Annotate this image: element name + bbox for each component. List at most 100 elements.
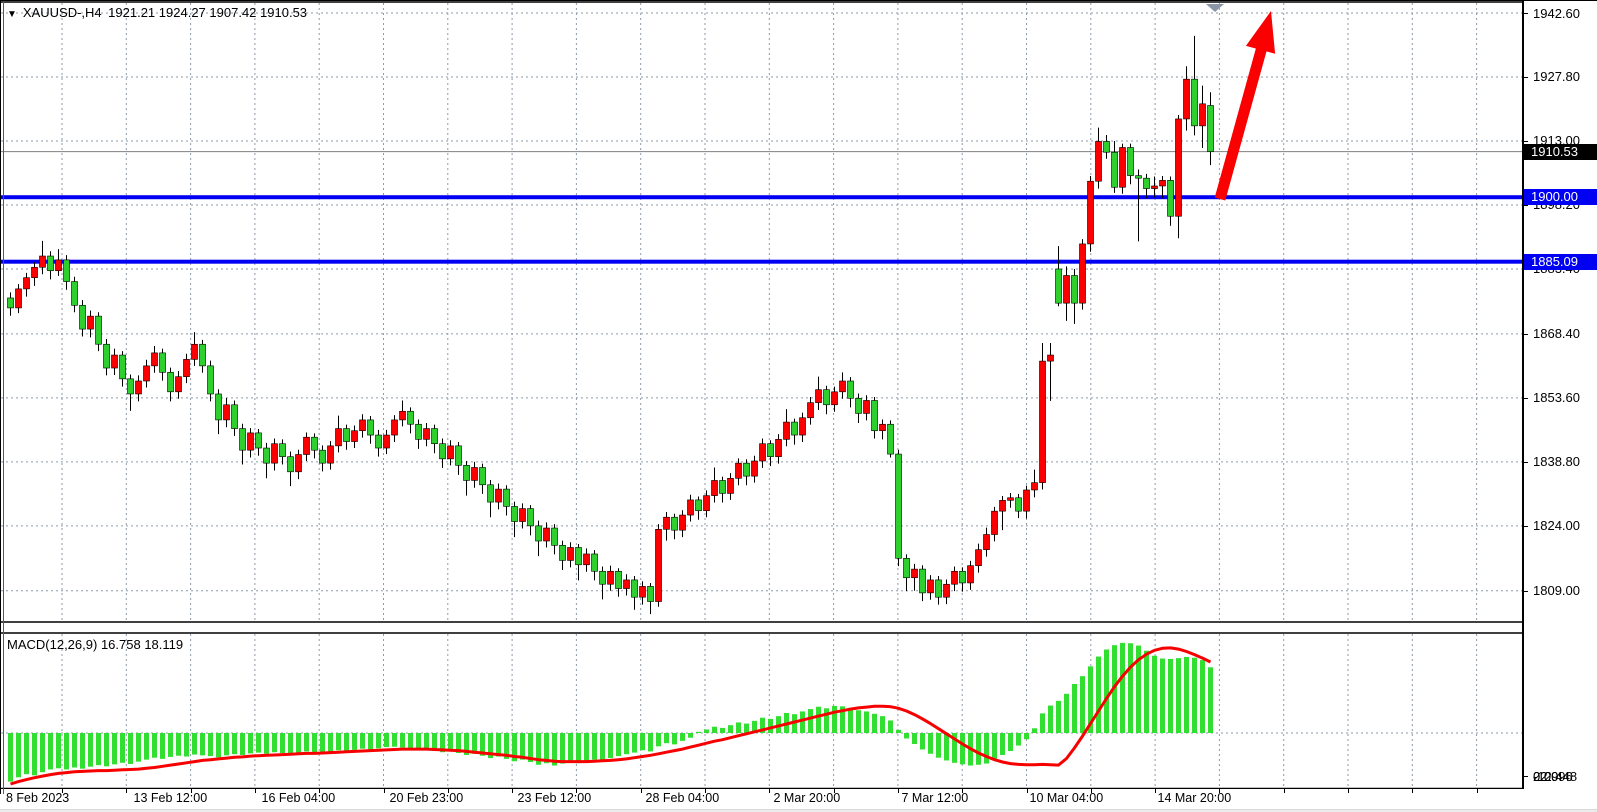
candle-body (311, 436, 318, 451)
macd-histogram-bar (912, 733, 917, 744)
macd-histogram-bar (408, 733, 413, 749)
candle-body (743, 462, 750, 477)
price-chart-panel[interactable] (0, 1, 1597, 632)
macd-histogram-bar (1144, 650, 1149, 733)
candle-body (735, 462, 742, 479)
candle-body (711, 480, 718, 496)
candle-body (943, 583, 950, 598)
candle-body (751, 460, 758, 477)
candle-body (663, 516, 670, 530)
candle-body (1207, 105, 1214, 152)
macd-histogram-bar (872, 713, 877, 733)
macd-histogram-bar (392, 733, 397, 747)
macd-histogram-bar (808, 709, 813, 733)
chart-shift-marker-icon[interactable] (1206, 4, 1224, 12)
candle-body (335, 428, 342, 447)
time-axis-tick (1155, 789, 1157, 793)
macd-indicator-panel[interactable] (0, 632, 1597, 789)
macd-histogram-bar (24, 733, 29, 775)
candle-body (319, 449, 326, 464)
time-axis-tick (319, 789, 321, 793)
price-axis-label: 1838.80 (1533, 454, 1580, 470)
horizontal-line-1885.09[interactable] (1, 259, 1522, 264)
macd-histogram-bar (128, 733, 133, 764)
candle-body (87, 315, 94, 330)
candle-body (959, 570, 966, 584)
ohlc-low: 1907.42 (209, 5, 257, 20)
candle-body (1135, 175, 1142, 179)
candle-body (143, 365, 150, 382)
ohlc-high: 1924.27 (158, 5, 206, 20)
macd-histogram-bar (1032, 728, 1037, 733)
candle-body (895, 453, 902, 559)
candle-body (879, 423, 886, 432)
candle-body (903, 557, 910, 579)
macd-histogram-bar (304, 733, 309, 752)
trend-arrow-head[interactable] (1245, 11, 1276, 54)
macd-histogram-bar (432, 733, 437, 751)
candle-body (671, 516, 678, 531)
time-axis-tick (1476, 789, 1478, 793)
candle-body (271, 443, 278, 464)
candle-body (1143, 177, 1150, 189)
candle-body (327, 445, 334, 464)
macd-histogram-bar (224, 733, 229, 756)
candle-body (487, 484, 494, 503)
candle-body (551, 527, 558, 546)
time-axis-label: 28 Feb 04:00 (645, 791, 720, 805)
candle-body (999, 500, 1006, 512)
macd-histogram-bar (120, 733, 125, 763)
ohlc-open: 1921.21 (108, 5, 156, 20)
candle-body (23, 277, 30, 290)
candle-body (399, 410, 406, 421)
macd-histogram-bar (800, 711, 805, 733)
candle-body (1007, 497, 1014, 501)
macd-histogram-bar (1080, 676, 1085, 733)
candle-body (1063, 275, 1070, 304)
macd-histogram-bar (656, 733, 661, 747)
candle-body (231, 404, 238, 429)
candle-body (623, 579, 630, 589)
candle-body (183, 359, 190, 377)
candle-body (759, 443, 766, 462)
candle-body (855, 397, 862, 414)
candle-body (831, 391, 838, 406)
macd-histogram-bar (584, 733, 589, 762)
price-axis-border (1522, 1, 1524, 789)
macd-signal-value: 18.119 (144, 637, 184, 652)
macd-histogram-bar (376, 733, 381, 749)
time-axis-tick (1348, 789, 1349, 793)
price-axis-tick (1522, 525, 1528, 527)
macd-signal-line (10, 646, 1212, 786)
candle-body (1055, 268, 1062, 304)
macd-histogram-bar (688, 733, 693, 738)
price-axis-label: 1853.60 (1533, 390, 1580, 406)
macd-histogram-bar (752, 720, 757, 733)
trend-arrow-shaft[interactable] (1214, 45, 1268, 201)
candle-body (375, 434, 382, 449)
macd-histogram-bar (1096, 656, 1101, 733)
macd-main-value: 16.758 (100, 637, 141, 652)
macd-histogram-bar (208, 733, 213, 757)
macd-name: MACD(12,26,9) (7, 637, 98, 652)
macd-histogram-bar (112, 733, 117, 765)
macd-histogram-bar (136, 733, 141, 762)
macd-histogram-bar (1072, 684, 1077, 733)
time-axis-label: 8 Feb 2023 (6, 791, 70, 805)
horizontal-line-1900[interactable] (1, 195, 1522, 200)
macd-histogram-bar (704, 729, 709, 733)
macd-histogram-bar (104, 733, 109, 767)
macd-axis-label: 22.996 (1533, 768, 1573, 784)
candle-body (951, 570, 958, 585)
price-axis-label: 1809.00 (1533, 583, 1580, 599)
candle-body (1199, 103, 1206, 127)
macd-histogram-bar (536, 733, 541, 765)
candle-body (119, 354, 126, 380)
macd-histogram-bar (984, 733, 989, 764)
candle-body (503, 488, 510, 507)
candle-body (1167, 180, 1174, 217)
candle-body (807, 402, 814, 419)
candle-body (495, 488, 502, 503)
time-axis-tick (1412, 789, 1414, 793)
